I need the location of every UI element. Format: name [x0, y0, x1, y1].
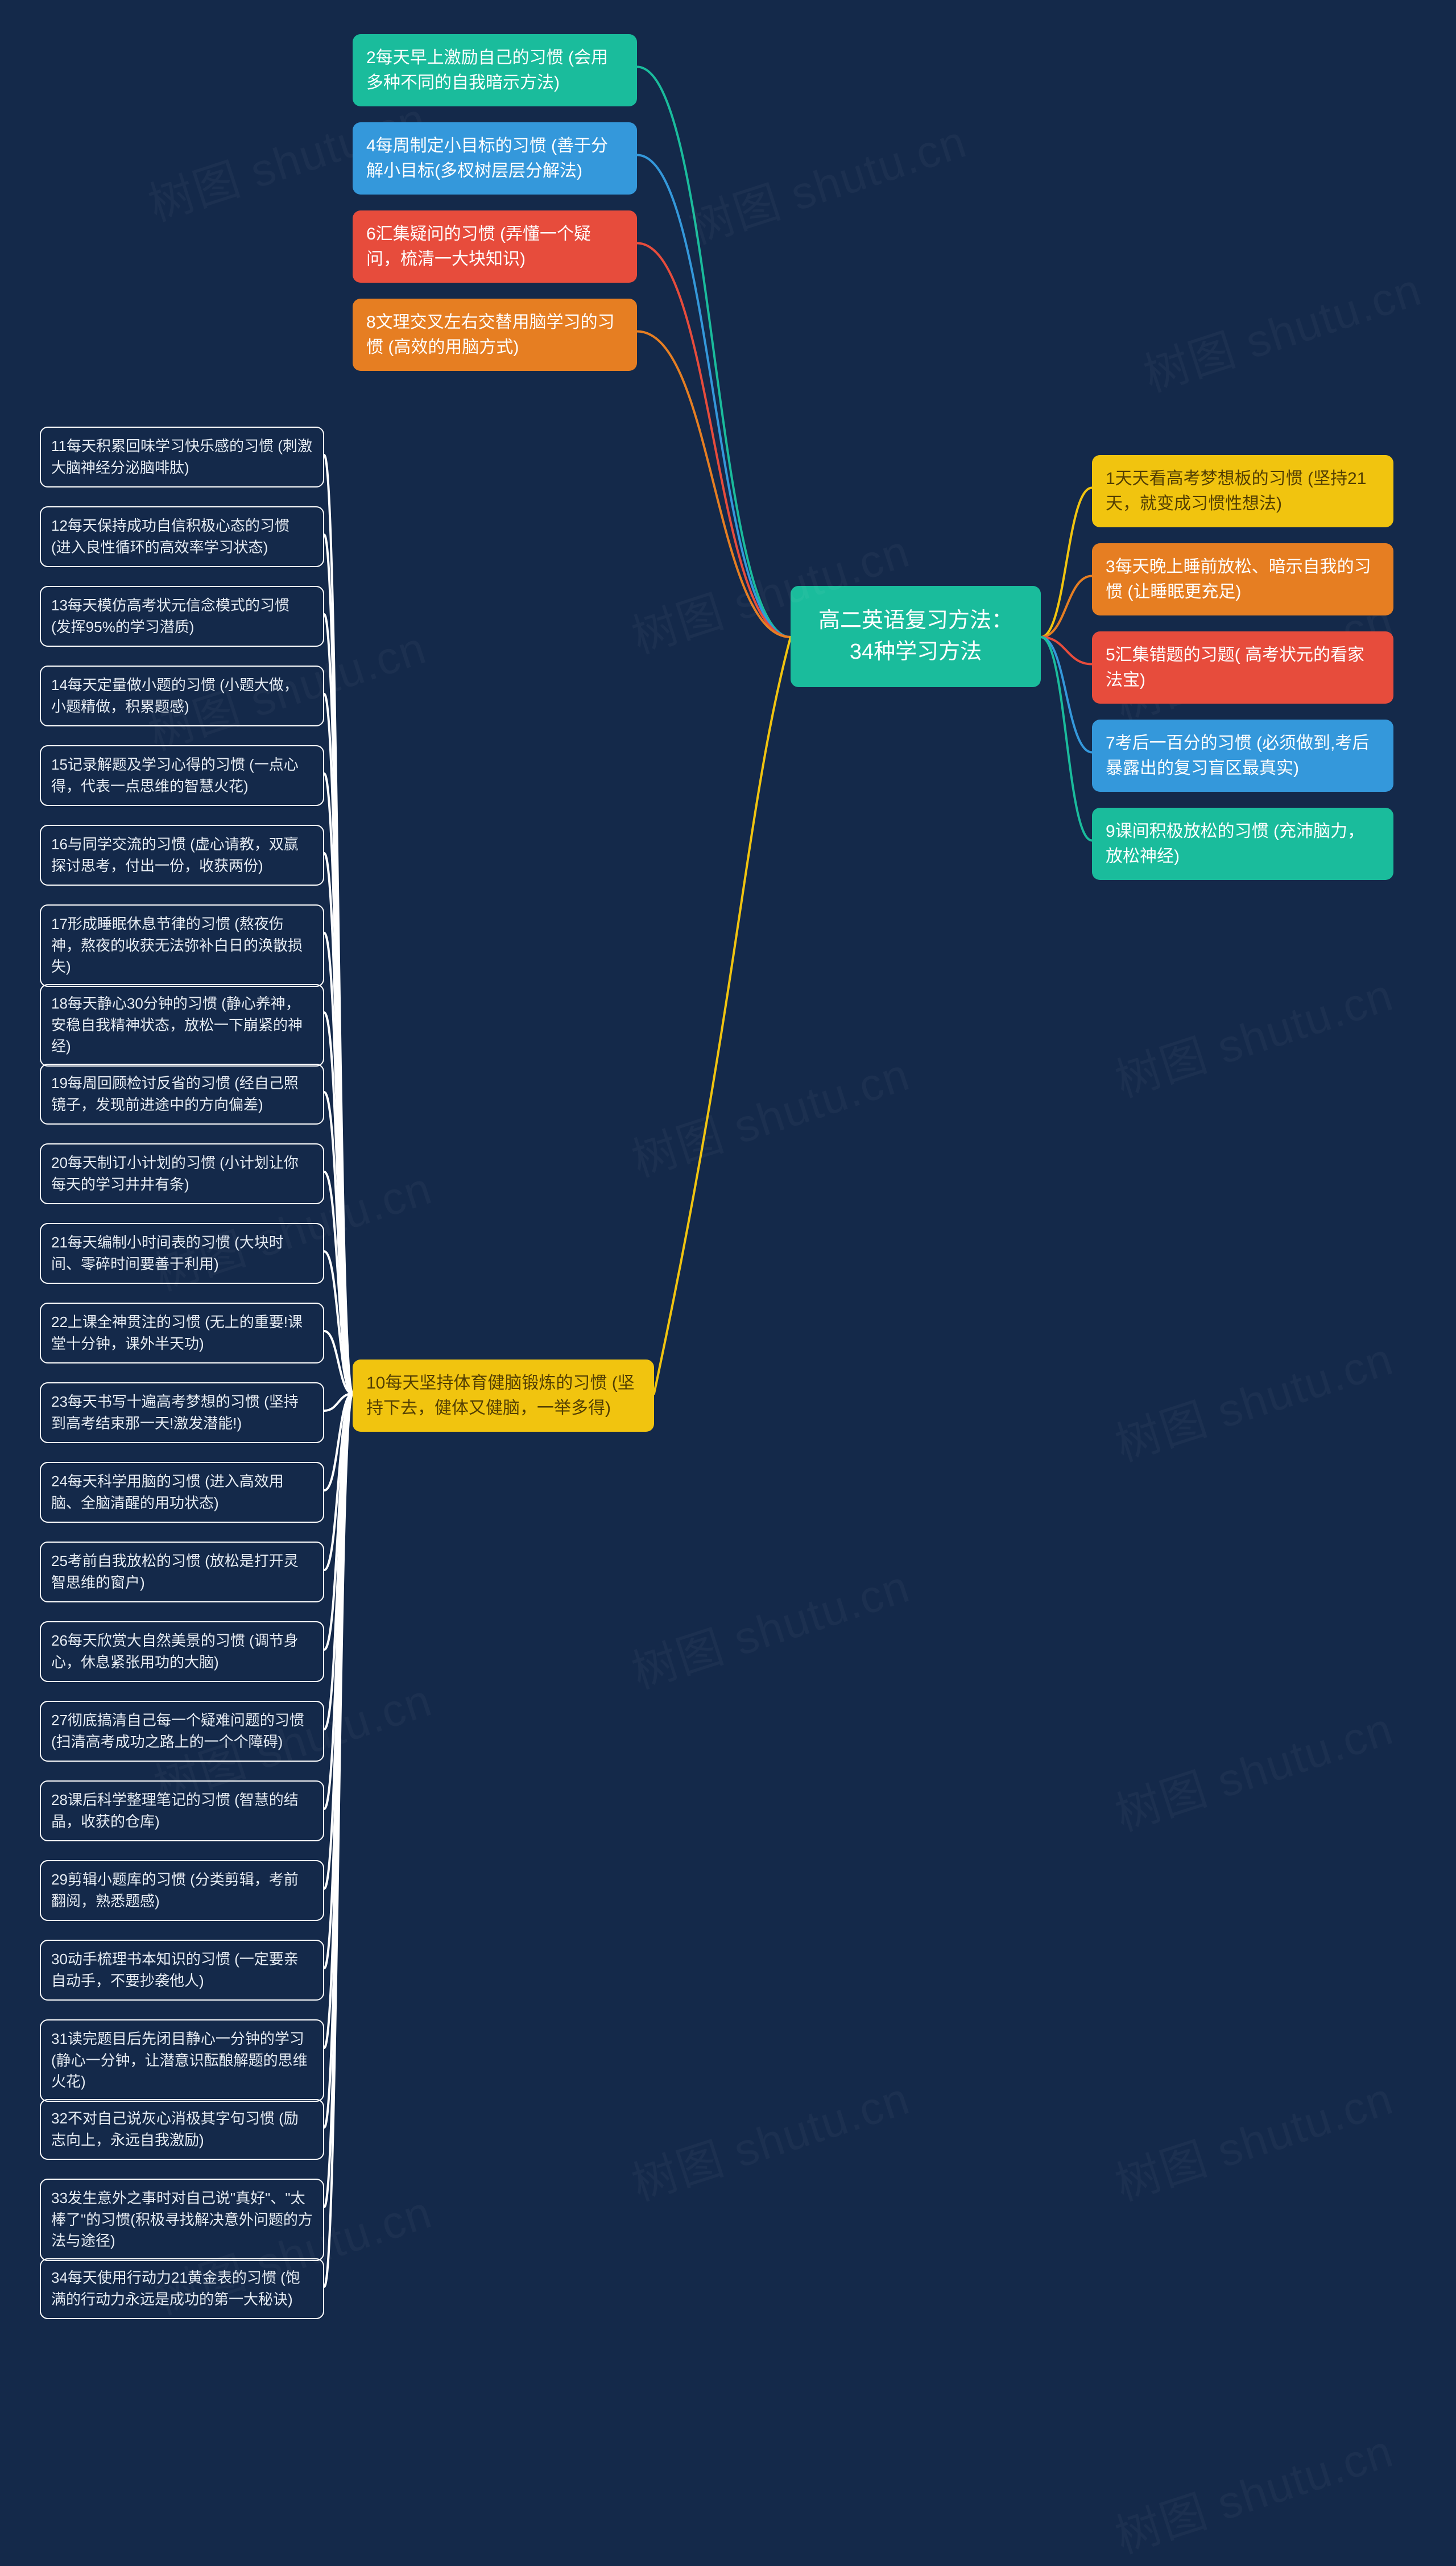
- branch-right-n5: 5汇集错题的习题( 高考状元的看家法宝): [1092, 631, 1393, 704]
- branch-left-n6: 6汇集疑问的习惯 (弄懂一个疑问，梳清一大块知识): [353, 210, 637, 283]
- branch-right-n3: 3每天晚上睡前放松、暗示自我的习惯 (让睡眠更充足): [1092, 543, 1393, 615]
- leaf-label: 21每天编制小时间表的习惯 (大块时间、零碎时间要善于利用): [41, 1224, 323, 1283]
- leaf-l12: 12每天保持成功自信积极心态的习惯 (进入良性循环的高效率学习状态): [40, 506, 324, 567]
- leaf-l25: 25考前自我放松的习惯 (放松是打开灵智思维的窗户): [40, 1542, 324, 1602]
- watermark: 树图 shutu.cn: [1106, 1323, 1400, 1474]
- leaf-label: 15记录解题及学习心得的习惯 (一点心得，代表一点思维的智慧火花): [41, 746, 323, 805]
- branch-left-label: 4每周制定小目标的习惯 (善于分解小目标(多杈树层层分解法): [353, 122, 637, 195]
- leaf-l28: 28课后科学整理笔记的习惯 (智慧的结晶，收获的仓库): [40, 1780, 324, 1841]
- branch-left-n8: 8文理交叉左右交替用脑学习的习惯 (高效的用脑方式): [353, 299, 637, 371]
- leaf-l31: 31读完题目后先闭目静心一分钟的学习 (静心一分钟，让潜意识酝酿解题的思维火花): [40, 2019, 324, 2102]
- leaf-label: 33发生意外之事时对自己说"真好"、"太棒了"的习惯(积极寻找解决意外问题的方法…: [41, 2180, 323, 2260]
- watermark: 树图 shutu.cn: [1106, 1692, 1400, 1844]
- leaf-l14: 14每天定量做小题的习惯 (小题大做，小题精做，积累题感): [40, 666, 324, 726]
- leaf-label: 17形成睡眠休息节律的习惯 (熬夜伤神，熬夜的收获无法弥补白日的涣散损失): [41, 906, 323, 986]
- branch-right-label: 5汇集错题的习题( 高考状元的看家法宝): [1092, 631, 1393, 704]
- watermark: 树图 shutu.cn: [1106, 958, 1400, 1110]
- leaf-label: 19每周回顾检讨反省的习惯 (经自己照镜子，发现前进途中的方向偏差): [41, 1065, 323, 1123]
- leaf-label: 24每天科学用脑的习惯 (进入高效用脑、全脑清醒的用功状态): [41, 1463, 323, 1522]
- leaf-label: 34每天使用行动力21黄金表的习惯 (饱满的行动力永远是成功的第一大秘诀): [41, 2259, 323, 2318]
- leaf-l16: 16与同学交流的习惯 (虚心请教，双赢探讨思考，付出一份，收获两份): [40, 825, 324, 886]
- watermark: 树图 shutu.cn: [679, 105, 974, 257]
- leaf-l17: 17形成睡眠休息节律的习惯 (熬夜伤神，熬夜的收获无法弥补白日的涣散损失): [40, 904, 324, 987]
- branch-right-n7: 7考后一百分的习惯 (必须做到,考后暴露出的复习盲区最真实): [1092, 720, 1393, 792]
- branch-right-n9: 9课间积极放松的习惯 (充沛脑力，放松神经): [1092, 808, 1393, 880]
- leaf-l18: 18每天静心30分钟的习惯 (静心养神，安稳自我精神状态，放松一下崩紧的神经): [40, 984, 324, 1067]
- branch-right-label: 3每天晚上睡前放松、暗示自我的习惯 (让睡眠更充足): [1092, 543, 1393, 615]
- branch-left-n4: 4每周制定小目标的习惯 (善于分解小目标(多杈树层层分解法): [353, 122, 637, 195]
- leaf-l30: 30动手梳理书本知识的习惯 (一定要亲自动手，不要抄袭他人): [40, 1940, 324, 2001]
- leaf-l24: 24每天科学用脑的习惯 (进入高效用脑、全脑清醒的用功状态): [40, 1462, 324, 1523]
- leaf-label: 23每天书写十遍高考梦想的习惯 (坚持到高考结束那一天!激发潜能!): [41, 1383, 323, 1442]
- leaf-l15: 15记录解题及学习心得的习惯 (一点心得，代表一点思维的智慧火花): [40, 745, 324, 806]
- branch-left-label: 2每天早上激励自己的习惯 (会用多种不同的自我暗示方法): [353, 34, 637, 106]
- leaf-label: 14每天定量做小题的习惯 (小题大做，小题精做，积累题感): [41, 667, 323, 725]
- watermark: 树图 shutu.cn: [1106, 2062, 1400, 2214]
- watermark: 树图 shutu.cn: [622, 1550, 917, 1702]
- leaf-l21: 21每天编制小时间表的习惯 (大块时间、零碎时间要善于利用): [40, 1223, 324, 1284]
- leaf-l32: 32不对自己说灰心消极其字句习惯 (励志向上，永远自我激励): [40, 2099, 324, 2160]
- branch-left-label: 8文理交叉左右交替用脑学习的习惯 (高效的用脑方式): [353, 299, 637, 371]
- leaf-label: 11每天积累回味学习快乐感的习惯 (刺激大脑神经分泌脑啡肽): [41, 428, 323, 486]
- leaf-label: 31读完题目后先闭目静心一分钟的学习 (静心一分钟，让潜意识酝酿解题的思维火花): [41, 2020, 323, 2101]
- leaf-l19: 19每周回顾检讨反省的习惯 (经自己照镜子，发现前进途中的方向偏差): [40, 1064, 324, 1125]
- branch-right-label: 1天天看高考梦想板的习惯 (坚持21天，就变成习惯性想法): [1092, 455, 1393, 527]
- leaf-label: 12每天保持成功自信积极心态的习惯 (进入良性循环的高效率学习状态): [41, 507, 323, 566]
- leaf-label: 26每天欣赏大自然美景的习惯 (调节身心，休息紧张用功的大脑): [41, 1622, 323, 1681]
- branch-right-n1: 1天天看高考梦想板的习惯 (坚持21天，就变成习惯性想法): [1092, 455, 1393, 527]
- branch-right-label: 7考后一百分的习惯 (必须做到,考后暴露出的复习盲区最真实): [1092, 720, 1393, 792]
- leaf-label: 13每天模仿高考状元信念模式的习惯 (发挥95%的学习潜质): [41, 587, 323, 646]
- leaf-label: 20每天制订小计划的习惯 (小计划让你每天的学习井井有条): [41, 1144, 323, 1203]
- leaf-l34: 34每天使用行动力21黄金表的习惯 (饱满的行动力永远是成功的第一大秘诀): [40, 2258, 324, 2319]
- branch-left-label: 6汇集疑问的习惯 (弄懂一个疑问，梳清一大块知识): [353, 210, 637, 283]
- leaf-l11: 11每天积累回味学习快乐感的习惯 (刺激大脑神经分泌脑啡肽): [40, 427, 324, 487]
- leaf-l27: 27彻底搞清自己每一个疑难问题的习惯 (扫清高考成功之路上的一个个障碍): [40, 1701, 324, 1762]
- center-node-label: 高二英语复习方法：34种学习方法: [791, 586, 1041, 687]
- leaf-label: 25考前自我放松的习惯 (放松是打开灵智思维的窗户): [41, 1543, 323, 1601]
- branch-left-label: 10每天坚持体育健脑锻炼的习惯 (坚持下去，健体又健脑，一举多得): [353, 1360, 654, 1432]
- watermark: 树图 shutu.cn: [1134, 253, 1429, 405]
- leaf-l20: 20每天制订小计划的习惯 (小计划让你每天的学习井井有条): [40, 1143, 324, 1204]
- branch-left-n2: 2每天早上激励自己的习惯 (会用多种不同的自我暗示方法): [353, 34, 637, 106]
- watermark: 树图 shutu.cn: [1106, 2415, 1400, 2566]
- leaf-label: 18每天静心30分钟的习惯 (静心养神，安稳自我精神状态，放松一下崩紧的神经): [41, 985, 323, 1065]
- leaf-label: 22上课全神贯注的习惯 (无上的重要!课堂十分钟，课外半天功): [41, 1304, 323, 1362]
- leaf-l23: 23每天书写十遍高考梦想的习惯 (坚持到高考结束那一天!激发潜能!): [40, 1382, 324, 1443]
- leaf-label: 30动手梳理书本知识的习惯 (一定要亲自动手，不要抄袭他人): [41, 1941, 323, 1999]
- center-node: 高二英语复习方法：34种学习方法: [791, 586, 1041, 687]
- leaf-label: 29剪辑小题库的习惯 (分类剪辑，考前翻阅，熟悉题感): [41, 1861, 323, 1920]
- leaf-l22: 22上课全神贯注的习惯 (无上的重要!课堂十分钟，课外半天功): [40, 1303, 324, 1363]
- leaf-l33: 33发生意外之事时对自己说"真好"、"太棒了"的习惯(积极寻找解决意外问题的方法…: [40, 2179, 324, 2261]
- watermark: 树图 shutu.cn: [622, 2062, 917, 2214]
- leaf-l13: 13每天模仿高考状元信念模式的习惯 (发挥95%的学习潜质): [40, 586, 324, 647]
- leaf-label: 32不对自己说灰心消极其字句习惯 (励志向上，永远自我激励): [41, 2100, 323, 2159]
- leaf-label: 28课后科学整理笔记的习惯 (智慧的结晶，收获的仓库): [41, 1782, 323, 1840]
- branch-left-n10: 10每天坚持体育健脑锻炼的习惯 (坚持下去，健体又健脑，一举多得): [353, 1360, 654, 1432]
- leaf-l29: 29剪辑小题库的习惯 (分类剪辑，考前翻阅，熟悉题感): [40, 1860, 324, 1921]
- leaf-label: 16与同学交流的习惯 (虚心请教，双赢探讨思考，付出一份，收获两份): [41, 826, 323, 885]
- leaf-l26: 26每天欣赏大自然美景的习惯 (调节身心，休息紧张用功的大脑): [40, 1621, 324, 1682]
- leaf-label: 27彻底搞清自己每一个疑难问题的习惯 (扫清高考成功之路上的一个个障碍): [41, 1702, 323, 1761]
- watermark: 树图 shutu.cn: [622, 1038, 917, 1190]
- branch-right-label: 9课间积极放松的习惯 (充沛脑力，放松神经): [1092, 808, 1393, 880]
